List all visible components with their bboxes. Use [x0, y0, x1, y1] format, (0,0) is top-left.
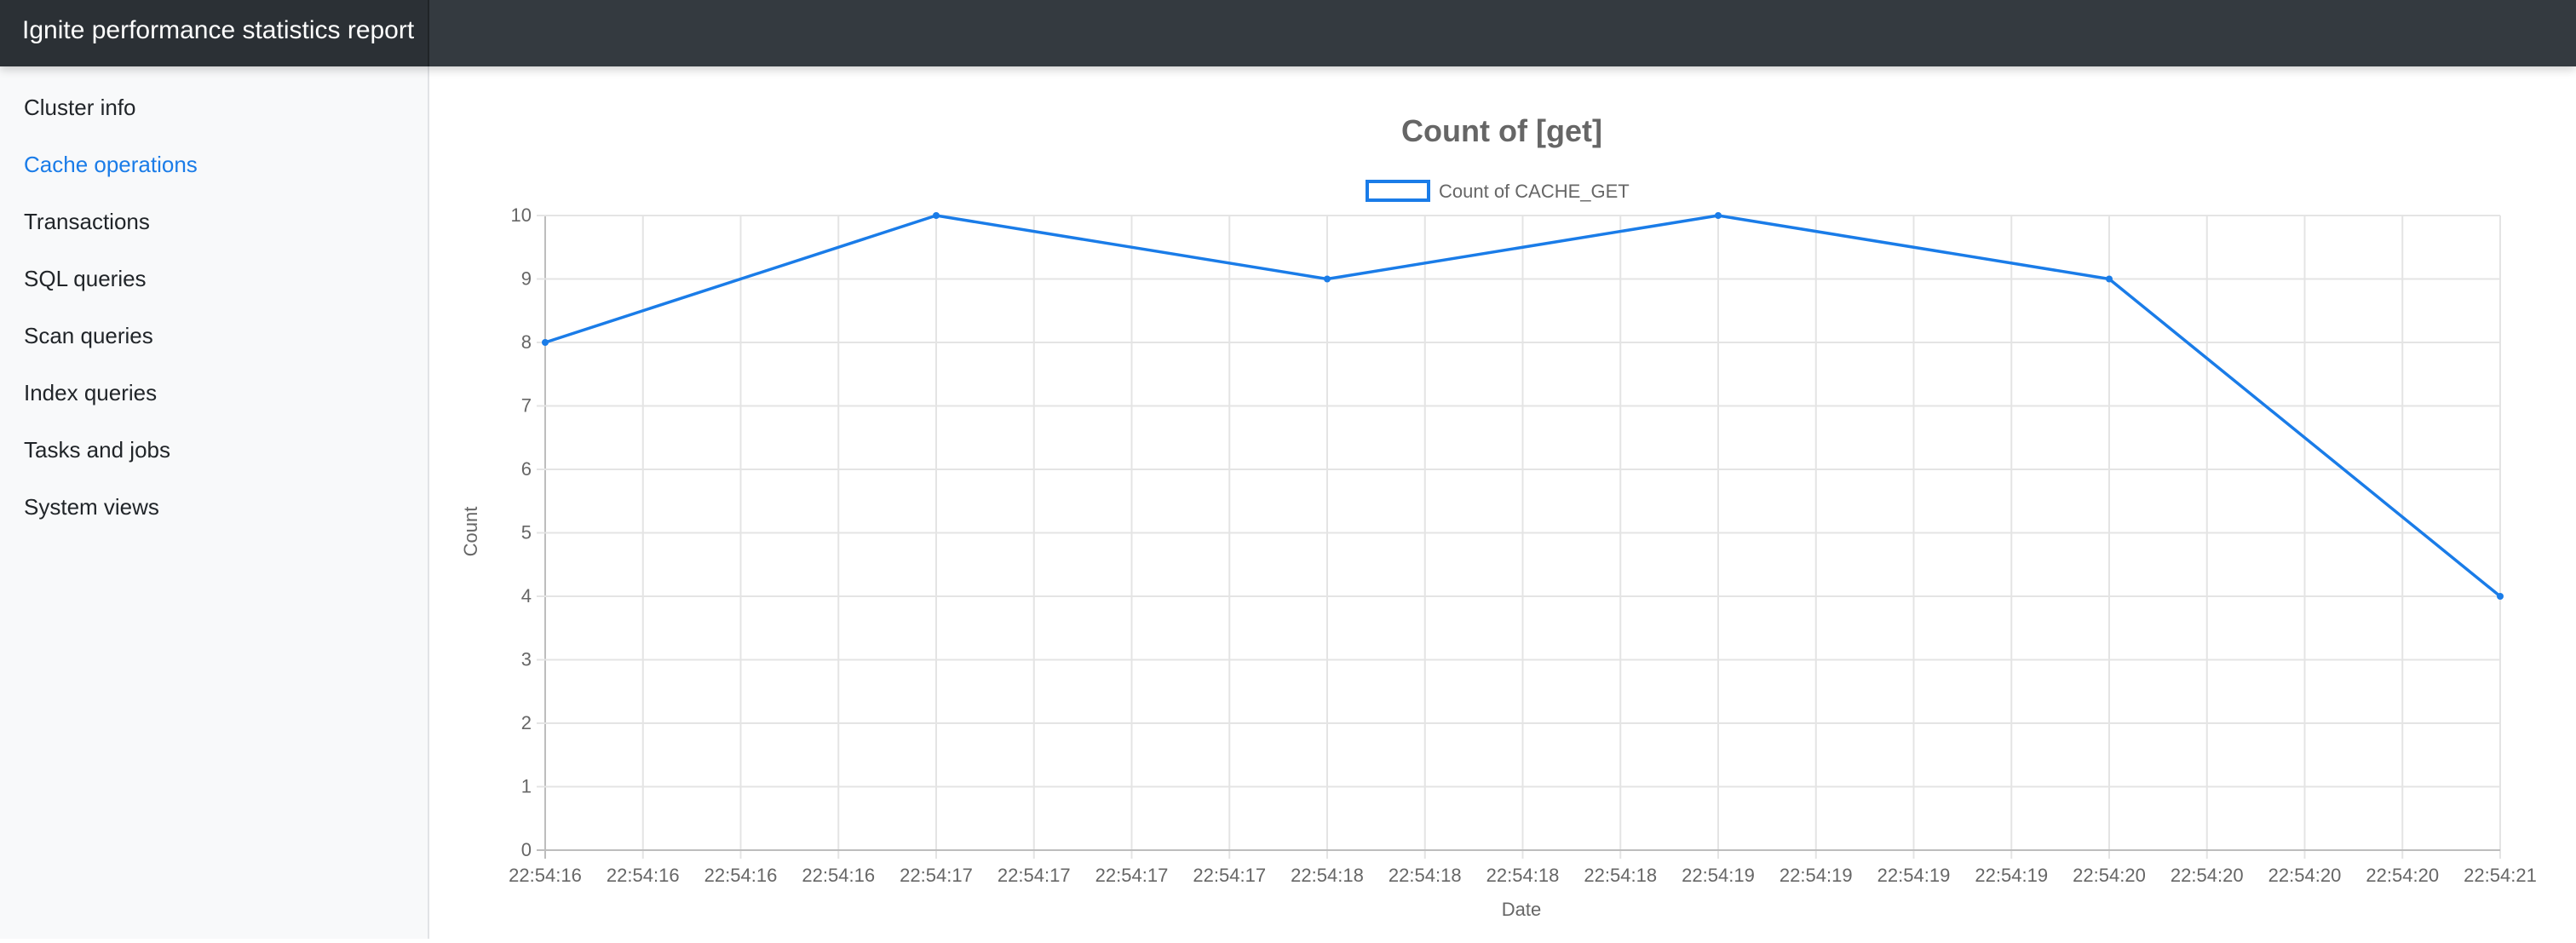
x-tick-label: 22:54:16 — [607, 865, 680, 886]
x-tick-label: 22:54:21 — [2464, 865, 2537, 886]
sidebar-item-cluster-info[interactable]: Cluster info — [24, 95, 136, 120]
y-tick-label: 10 — [511, 204, 532, 226]
app-title[interactable]: Ignite performance statistics report — [0, 0, 429, 66]
x-tick-label: 22:54:16 — [704, 865, 778, 886]
x-tick-label: 22:54:17 — [998, 865, 1071, 886]
data-point[interactable] — [2106, 275, 2113, 283]
x-tick-label: 22:54:18 — [1584, 865, 1657, 886]
x-axis-ticks: 22:54:16 22:54:16 22:54:16 22:54:16 22:54:17… — [509, 865, 2537, 886]
x-tick-label: 22:54:20 — [2171, 865, 2244, 886]
x-tick-label: 22:54:17 — [1095, 865, 1169, 886]
sidebar-item-system-views[interactable]: System views — [24, 494, 159, 520]
x-axis-label: Date — [1502, 899, 1541, 920]
x-tick-label: 22:54:18 — [1291, 865, 1364, 886]
data-point[interactable] — [542, 339, 549, 346]
sidebar-item-sql-queries[interactable]: SQL queries — [24, 266, 147, 291]
x-tick-label: 22:54:17 — [900, 865, 973, 886]
series-count-of-cache-get — [542, 212, 2504, 600]
top-navbar: Ignite performance statistics report — [0, 0, 2576, 66]
sidebar-nav: Cluster info Cache operations Transactio… — [0, 66, 428, 542]
x-tick-label: 22:54:17 — [1193, 865, 1266, 886]
x-tick-label: 22:54:16 — [802, 865, 875, 886]
y-tick-label: 3 — [521, 649, 532, 670]
legend-label: Count of CACHE_GET — [1439, 181, 1630, 202]
y-tick-label: 7 — [521, 395, 532, 417]
x-tick-label: 22:54:18 — [1486, 865, 1560, 886]
sidebar-item-cache-operations[interactable]: Cache operations — [24, 152, 198, 177]
sidebar-item-scan-queries[interactable]: Scan queries — [24, 323, 153, 348]
main-content: 0 1 2 3 4 5 6 7 8 9 10 22:54:16 22:54:16 22:54:16 22:… — [429, 66, 2576, 939]
data-point[interactable] — [933, 212, 940, 219]
vertical-gridlines — [544, 216, 2501, 859]
y-tick-label: 5 — [521, 522, 532, 543]
x-tick-label: 22:54:19 — [1975, 865, 2048, 886]
data-point[interactable] — [1324, 275, 1331, 283]
sidebar: Cluster info Cache operations Transactio… — [0, 66, 429, 939]
x-tick-label: 22:54:20 — [2073, 865, 2146, 886]
chart-title: Count of [get] — [1401, 113, 1602, 148]
y-tick-label: 2 — [521, 712, 532, 733]
x-tick-label: 22:54:20 — [2366, 865, 2439, 886]
series-line — [544, 214, 2502, 598]
y-tick-label: 9 — [521, 268, 532, 290]
data-point[interactable] — [2497, 593, 2504, 600]
y-tick-label: 6 — [521, 458, 532, 480]
y-tick-label: 0 — [521, 839, 532, 860]
y-tick-label: 8 — [521, 331, 532, 353]
x-tick-label: 22:54:19 — [1682, 865, 1755, 886]
data-point[interactable] — [1715, 212, 1722, 219]
x-tick-label: 22:54:16 — [509, 865, 582, 886]
x-tick-label: 22:54:20 — [2268, 865, 2342, 886]
x-tick-label: 22:54:19 — [1780, 865, 1853, 886]
x-tick-label: 22:54:18 — [1389, 865, 1462, 886]
horizontal-gridlines — [537, 215, 2500, 851]
legend[interactable]: Count of CACHE_GET — [1366, 180, 1630, 202]
sidebar-item-index-queries[interactable]: Index queries — [24, 380, 158, 405]
y-tick-label: 4 — [521, 585, 532, 607]
y-axis-label: Count — [460, 507, 481, 557]
y-tick-label: 1 — [521, 776, 532, 797]
legend-swatch — [1366, 180, 1430, 202]
sidebar-item-transactions[interactable]: Transactions — [24, 209, 150, 234]
y-axis-ticks: 0 1 2 3 4 5 6 7 8 9 10 — [511, 204, 532, 860]
sidebar-item-tasks-and-jobs[interactable]: Tasks and jobs — [24, 437, 170, 463]
x-tick-label: 22:54:19 — [1877, 865, 1951, 886]
